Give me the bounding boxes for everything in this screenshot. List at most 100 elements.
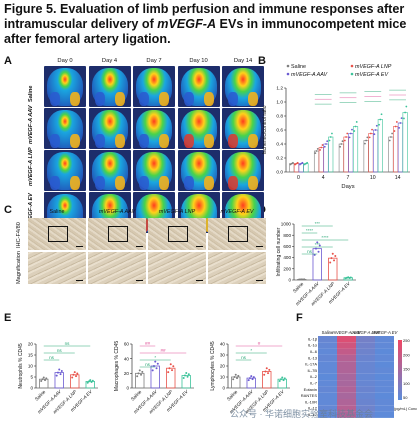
x-tick-label: Saline bbox=[130, 389, 143, 402]
heatmap-cell bbox=[337, 405, 356, 412]
data-point bbox=[314, 152, 317, 154]
data-point bbox=[331, 132, 333, 135]
y-tick-label: 0 bbox=[126, 386, 129, 391]
data-point bbox=[319, 149, 321, 151]
data-point bbox=[400, 117, 403, 119]
heatmap-cell bbox=[375, 336, 394, 343]
caption-text-2: EVs in immunocompetent mice after femora… bbox=[4, 17, 407, 46]
perfusion-image bbox=[44, 108, 86, 149]
data-point bbox=[59, 373, 62, 376]
y-axis-label: Infiltrating cell number bbox=[276, 227, 282, 276]
data-point bbox=[364, 142, 366, 145]
heatmap-cell bbox=[337, 399, 356, 406]
data-point bbox=[388, 139, 391, 142]
heatmap-cell bbox=[318, 380, 337, 387]
y-tick-label: 0 bbox=[30, 386, 33, 391]
data-point bbox=[313, 253, 316, 256]
magnified-histology-image bbox=[208, 252, 266, 284]
heatmap-cell bbox=[356, 411, 375, 418]
data-point bbox=[329, 136, 332, 138]
legend-label: mVEGF-A AAV bbox=[291, 72, 329, 78]
bar bbox=[352, 126, 359, 173]
y-tick-label: 200 bbox=[283, 266, 291, 271]
heatmap-column-label: Saline bbox=[322, 330, 334, 335]
heatmap-row-label: IL-17A bbox=[305, 362, 317, 367]
data-point bbox=[250, 375, 253, 378]
heatmap-cell bbox=[318, 354, 337, 362]
heatmap-column-label: mVEGF-A AAV bbox=[332, 330, 361, 335]
data-point bbox=[395, 121, 398, 123]
perfusion-image bbox=[177, 150, 220, 191]
heatmap-cell bbox=[375, 342, 394, 349]
data-point bbox=[365, 139, 368, 142]
data-point bbox=[75, 375, 78, 378]
bar bbox=[397, 122, 403, 173]
data-point bbox=[292, 161, 294, 164]
magnified-histology-image bbox=[148, 252, 206, 284]
heatmap-cell bbox=[356, 373, 375, 381]
bar bbox=[181, 375, 191, 389]
data-point bbox=[378, 123, 381, 126]
heatmap-cell bbox=[375, 373, 394, 381]
significance-label: * bbox=[250, 348, 252, 353]
bar bbox=[368, 133, 374, 173]
data-point bbox=[234, 373, 237, 376]
y-axis-label: Neutrophils % CD45 bbox=[18, 343, 24, 389]
data-point bbox=[186, 375, 189, 378]
y-tick-label: 1.0 bbox=[276, 100, 283, 106]
data-point bbox=[354, 125, 357, 128]
bar bbox=[277, 378, 287, 389]
data-point bbox=[306, 161, 309, 164]
day-label: Day 14 bbox=[233, 58, 253, 64]
data-point bbox=[138, 369, 141, 372]
row-label: mVEGF-A AAV bbox=[28, 105, 34, 144]
data-point bbox=[41, 378, 44, 381]
legend-marker bbox=[350, 64, 354, 68]
heatmap-row-label: IL-6 bbox=[310, 349, 318, 354]
y-tick-label: 40 bbox=[124, 356, 130, 361]
data-point bbox=[303, 278, 306, 281]
significance-label: ns bbox=[241, 355, 247, 360]
perfusion-image bbox=[222, 108, 264, 149]
y-tick-label: 0.8 bbox=[276, 114, 283, 120]
data-point bbox=[331, 252, 334, 255]
heatmap-cell bbox=[356, 392, 375, 399]
heatmap-row-label: IL-1α bbox=[308, 343, 318, 348]
y-tick-label: 0.2 bbox=[276, 156, 283, 162]
x-tick-label: 10 bbox=[370, 175, 376, 181]
data-point bbox=[89, 379, 92, 382]
data-point bbox=[137, 372, 140, 375]
y-axis-label: Macrophages % CD45 bbox=[114, 341, 120, 392]
heatmap-cell bbox=[356, 399, 375, 406]
bar bbox=[348, 133, 354, 173]
data-point bbox=[58, 368, 61, 371]
data-point bbox=[141, 370, 144, 373]
heatmap-cell bbox=[356, 354, 375, 362]
data-point bbox=[233, 376, 236, 378]
legend-label: Saline bbox=[291, 64, 306, 70]
significance-label: ns bbox=[145, 362, 151, 367]
data-point bbox=[251, 378, 254, 381]
histology-row-label: IHC-F4/80 bbox=[16, 222, 22, 248]
bar bbox=[388, 136, 394, 173]
heatmap-cell bbox=[337, 380, 356, 387]
y-tick-label: 20 bbox=[220, 364, 226, 369]
data-point bbox=[345, 136, 347, 138]
significance-label: ## bbox=[160, 348, 166, 353]
heatmap-cell bbox=[318, 348, 337, 355]
data-point bbox=[279, 378, 282, 381]
x-tick-label: 4 bbox=[322, 175, 325, 181]
x-tick-label: Saline bbox=[226, 389, 239, 402]
perfusion-image bbox=[133, 150, 175, 191]
perfusion-image bbox=[133, 66, 175, 107]
heatmap-cell bbox=[318, 373, 337, 381]
heatmap-cell bbox=[356, 361, 375, 368]
data-point bbox=[154, 360, 157, 363]
significance-label: *** bbox=[315, 221, 321, 226]
panel-label-e: E bbox=[4, 312, 12, 324]
colorbar-tick-label: 50 bbox=[403, 395, 408, 400]
heatmap-cell bbox=[337, 336, 356, 343]
panel-label-b: B bbox=[258, 55, 266, 67]
heatmap-cell bbox=[375, 380, 394, 387]
day-label: Day 7 bbox=[146, 58, 162, 64]
